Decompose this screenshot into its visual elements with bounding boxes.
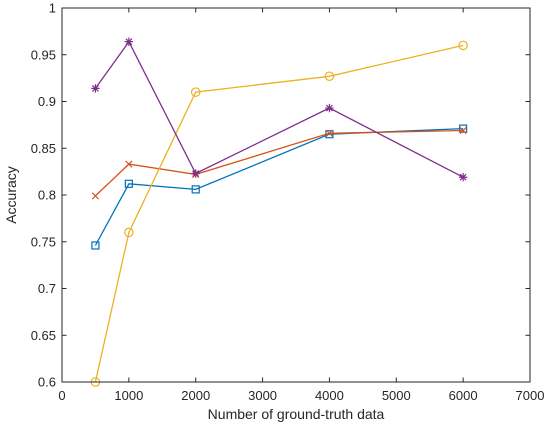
asterisk-marker xyxy=(458,173,468,182)
y-tick-label: 0.8 xyxy=(38,188,56,203)
y-tick-label: 0.75 xyxy=(31,234,56,249)
asterisk-marker xyxy=(124,37,134,46)
x-tick-label: 6000 xyxy=(449,388,478,403)
circle-marker xyxy=(458,40,468,51)
x-axis-title: Number of ground-truth data xyxy=(208,406,385,422)
square-marker xyxy=(124,179,133,188)
series-4 xyxy=(91,37,468,182)
x-tick-label: 2000 xyxy=(181,388,210,403)
square-marker xyxy=(459,124,468,133)
x-marker xyxy=(125,160,133,168)
x-tick-label: 0 xyxy=(58,388,65,403)
y-tick-label: 0.85 xyxy=(31,141,56,156)
square-marker xyxy=(191,185,200,194)
asterisk-marker xyxy=(91,84,100,93)
x-tick-label: 4000 xyxy=(315,388,344,403)
x-marker xyxy=(459,126,467,135)
x-tick-label: 7000 xyxy=(516,388,545,403)
asterisk-marker xyxy=(325,103,334,113)
axes-layer: 0 1000 2000 3000 4000 5000 6000 7000 0.6 0.65 0.7 0… xyxy=(31,1,545,404)
x-marker xyxy=(91,192,100,200)
x-tick-label: 3000 xyxy=(248,388,277,403)
y-tick-label: 0.6 xyxy=(38,375,56,390)
y-axis-title: Accuracy xyxy=(3,166,19,224)
series-line xyxy=(94,44,464,383)
y-tick-label: 0.65 xyxy=(31,328,56,343)
circle-marker xyxy=(190,87,201,97)
x-tick-label: 1000 xyxy=(114,388,143,403)
circle-marker xyxy=(324,71,335,82)
y-tick-label: 0.7 xyxy=(38,281,56,296)
y-tick-label: 0.9 xyxy=(38,94,56,109)
square-marker xyxy=(91,241,100,250)
x-marker xyxy=(325,129,334,137)
circle-marker xyxy=(124,227,134,238)
asterisk-marker xyxy=(191,169,200,178)
series-layer xyxy=(90,37,468,387)
plot-area xyxy=(62,8,530,382)
x-tick-label: 5000 xyxy=(382,388,411,403)
y-tick-label: 0.95 xyxy=(31,47,56,62)
y-tick-label: 1 xyxy=(49,1,56,16)
